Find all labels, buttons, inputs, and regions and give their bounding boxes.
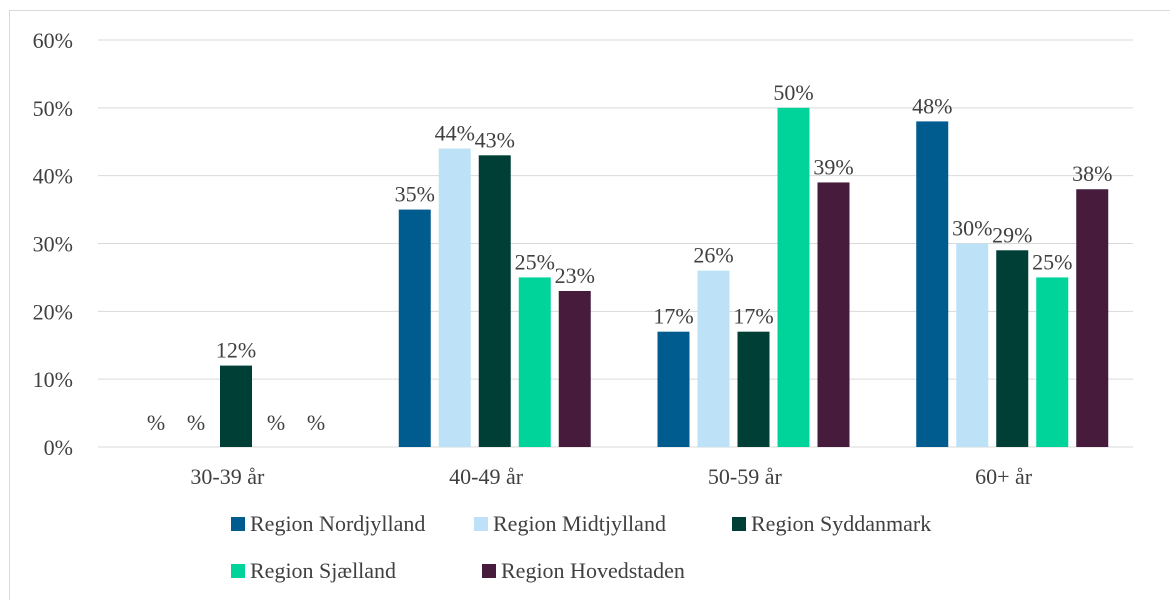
data-label: 38% — [1072, 161, 1112, 186]
legend-swatch — [474, 517, 488, 531]
gridlines — [98, 39, 1133, 448]
data-label: 44% — [435, 121, 475, 146]
y-tick-label: 0% — [44, 435, 73, 460]
y-tick-label: 30% — [33, 232, 73, 257]
axis-labels: 0% 10% 20% 30% 40% 50% 60% 30-39 år 40-49 år 50-5… — [33, 28, 1033, 489]
bar — [398, 209, 431, 447]
legend-swatch — [732, 517, 746, 531]
bar — [1076, 189, 1109, 447]
bar — [996, 250, 1029, 447]
data-label: 35% — [395, 182, 435, 207]
data-label: 23% — [555, 263, 595, 288]
data-label: 50% — [773, 80, 813, 105]
data-label: 17% — [733, 304, 773, 329]
bar — [916, 121, 949, 448]
bars — [220, 107, 1109, 448]
data-label: % — [307, 410, 325, 435]
data-label: 30% — [952, 216, 992, 241]
bar — [697, 270, 730, 447]
y-tick-label: 60% — [33, 28, 73, 53]
bar — [1036, 277, 1069, 447]
data-label: 25% — [1032, 249, 1072, 274]
data-label: 12% — [216, 338, 256, 363]
legend-label: Region Hovedstaden — [501, 558, 685, 583]
data-labels: % %12%% %35%44% 43%25%23%17%26%17%50%39%48%… — [147, 80, 1113, 435]
legend-label: Region Nordjylland — [250, 511, 425, 536]
data-label: 39% — [813, 154, 853, 179]
data-label: 26% — [693, 243, 733, 268]
y-tick-label: 40% — [33, 164, 73, 189]
bar — [518, 277, 551, 447]
legend-label: Region Midtjylland — [493, 511, 666, 536]
bar — [478, 155, 511, 448]
legend-label: Region Syddanmark — [751, 511, 931, 536]
bar — [956, 243, 989, 447]
data-label: 17% — [653, 304, 693, 329]
legend: Region Nordjylland Region Midtjylland Regi… — [231, 511, 931, 583]
legend-swatch — [231, 517, 245, 531]
chart-border — [9, 10, 1170, 600]
x-tick-label: 40-49 år — [449, 464, 524, 489]
x-tick-label: 60+ år — [975, 464, 1033, 489]
data-label: % — [147, 410, 165, 435]
bar — [817, 182, 850, 447]
bar — [737, 331, 770, 447]
x-tick-label: 50-59 år — [708, 464, 783, 489]
y-tick-label: 10% — [33, 367, 73, 392]
data-label: % — [267, 410, 285, 435]
data-label: % — [187, 410, 205, 435]
x-tick-label: 30-39 år — [190, 464, 265, 489]
bar — [438, 148, 471, 448]
y-tick-label: 50% — [33, 96, 73, 121]
data-label: 48% — [912, 93, 952, 118]
bar — [657, 331, 690, 447]
legend-swatch — [482, 564, 496, 578]
bar — [558, 290, 591, 447]
legend-label: Region Sjælland — [250, 558, 396, 583]
bar — [777, 107, 810, 447]
data-label: 29% — [992, 222, 1032, 247]
data-label: 25% — [515, 249, 555, 274]
bar — [220, 365, 252, 447]
y-tick-label: 20% — [33, 299, 73, 324]
legend-swatch — [231, 564, 245, 578]
data-label: 43% — [475, 127, 515, 152]
